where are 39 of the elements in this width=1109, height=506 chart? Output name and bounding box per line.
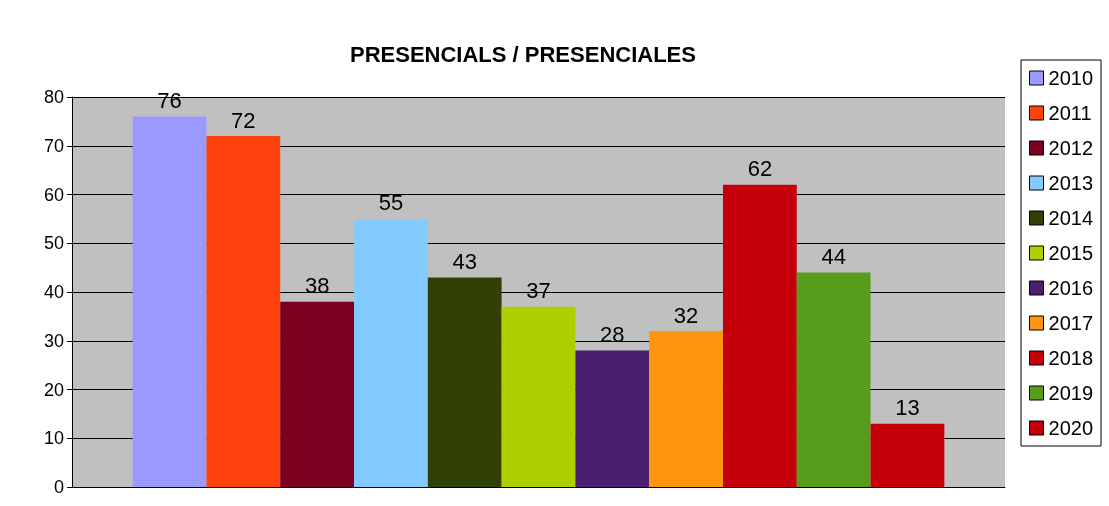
bar: [870, 423, 945, 487]
bar: [354, 218, 428, 487]
bar: [649, 331, 723, 487]
y-tick-label: 0: [53, 477, 64, 497]
legend-label: 2010: [1048, 67, 1094, 89]
legend-label: 2020: [1048, 417, 1094, 439]
data-label: 44: [821, 244, 846, 269]
chart-title: PRESENCIALS / PRESENCIALES: [350, 41, 696, 67]
y-tick-label: 50: [43, 233, 64, 254]
y-tick-label: 20: [43, 379, 64, 400]
legend-label: 2015: [1048, 242, 1094, 264]
bar: [722, 184, 797, 487]
data-label: 43: [452, 248, 477, 274]
legend-label: 2016: [1048, 277, 1094, 299]
bar: [427, 277, 502, 487]
y-tick-label: 40: [43, 282, 64, 302]
y-tick-label: 80: [43, 87, 64, 107]
y-tick-label: 30: [43, 330, 64, 351]
data-label: 32: [673, 302, 699, 328]
legend-label: 2014: [1048, 207, 1094, 229]
data-label: 62: [747, 156, 773, 182]
bar: [501, 306, 576, 487]
bar: [796, 272, 871, 487]
bar: [132, 116, 207, 487]
legend-label: 2011: [1048, 102, 1092, 124]
legend-label: 2017: [1048, 312, 1094, 334]
y-tick-label: 10: [43, 428, 64, 449]
legend-label: 2018: [1048, 347, 1094, 369]
y-tick-label: 70: [43, 135, 64, 156]
bar: [575, 350, 650, 487]
legend-label: 2019: [1048, 382, 1094, 404]
data-label: 13: [895, 395, 920, 421]
data-label: 72: [231, 107, 256, 133]
data-label: 55: [378, 190, 404, 216]
y-tick-label: 60: [43, 184, 64, 205]
legend-label: 2013: [1048, 172, 1094, 194]
bar: [206, 136, 281, 487]
bar: [280, 301, 355, 487]
legend-label: 2012: [1048, 137, 1094, 159]
